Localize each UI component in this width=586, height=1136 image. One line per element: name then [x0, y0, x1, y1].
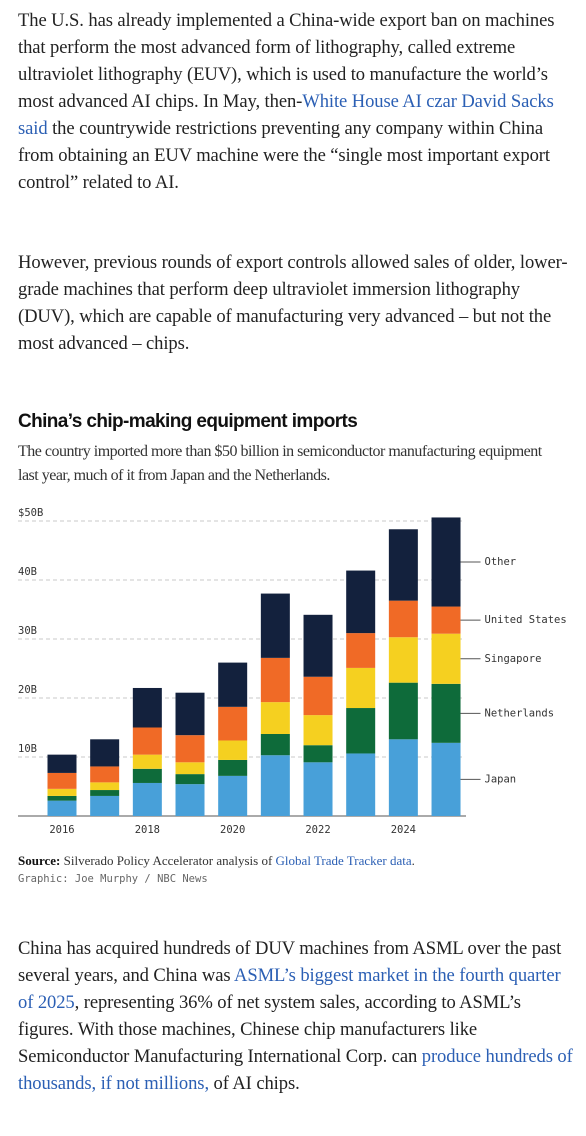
text: The U.S. has already implemented a China…	[18, 10, 555, 112]
bar-segment	[431, 606, 461, 634]
source-end: .	[411, 853, 415, 868]
bar-segment	[388, 600, 418, 638]
bar-segment	[90, 766, 120, 783]
bar-segment	[260, 702, 290, 734]
bar-segment	[431, 517, 461, 607]
x-tick-label: 2024	[391, 824, 416, 836]
source-link[interactable]: Global Trade Tracker data	[275, 853, 412, 868]
bar-segment	[303, 715, 333, 746]
bar-segment	[346, 667, 376, 709]
bar-segment	[303, 614, 333, 677]
bar-segment	[388, 637, 418, 683]
bar-segment	[47, 754, 77, 773]
bar-segment	[47, 800, 77, 816]
source-text: Silverado Policy Accelerator analysis of	[63, 853, 273, 868]
y-tick-label: $50B	[18, 507, 43, 519]
bar-segment	[346, 753, 376, 816]
bar-segment	[303, 745, 333, 763]
x-tick-label: 2020	[220, 824, 245, 836]
y-tick-label: 40B	[18, 566, 37, 578]
bar-segment	[218, 706, 248, 741]
bar-segment	[47, 772, 77, 789]
paragraph: The U.S. has already implemented a China…	[18, 7, 574, 196]
bar-segment	[90, 795, 120, 816]
legend-label: Japan	[485, 773, 517, 785]
source: Source: Silverado Policy Accelerator ana…	[18, 853, 415, 869]
bar-segment	[260, 593, 290, 658]
y-tick-label: 20B	[18, 684, 37, 696]
bar-segment	[175, 784, 205, 816]
bar-segment	[132, 768, 162, 783]
source-label: Source:	[18, 853, 61, 868]
chart-title: China’s chip-making equipment imports	[18, 411, 358, 432]
x-tick-label: 2016	[49, 824, 74, 836]
bar-segment	[388, 529, 418, 601]
bar-segment	[132, 754, 162, 769]
bar-segment	[260, 733, 290, 756]
text: , representing 36% of net system sales, …	[18, 992, 521, 1067]
bar-segment	[218, 759, 248, 776]
bar-segment	[346, 633, 376, 668]
bar-segment	[90, 790, 120, 796]
x-tick-label: 2018	[135, 824, 160, 836]
link[interactable]: White House AI czar David Sacks said	[18, 91, 554, 139]
bar-segment	[346, 570, 376, 634]
chart: 10B 20B 30B 40B $50B 2016 2018 2020 2022 2024 Japa…	[18, 507, 567, 836]
bar-segment	[260, 755, 290, 816]
bar-segment	[90, 739, 120, 767]
bar-segment	[175, 774, 205, 785]
bar-segment	[431, 633, 461, 684]
y-tick-label: 10B	[18, 743, 37, 755]
text: of AI chips.	[209, 1073, 300, 1094]
bar-segment	[175, 692, 205, 736]
bar-segment	[175, 762, 205, 775]
bar-segment	[90, 782, 120, 791]
bar-segment	[132, 782, 162, 816]
bar-segment	[132, 687, 162, 728]
bar-segment	[303, 762, 333, 816]
bar-segment	[132, 727, 162, 755]
legend-label: United States	[485, 614, 567, 626]
bar-segment	[431, 742, 461, 816]
bar-segment	[388, 739, 418, 816]
legend-label: Netherlands	[485, 707, 555, 719]
x-tick-label: 2022	[305, 824, 330, 836]
bar-segment	[431, 683, 461, 743]
legend-label: Singapore	[485, 653, 542, 665]
link[interactable]: ASML’s biggest market in the fourth quar…	[18, 965, 561, 1013]
credit: Graphic: Joe Murphy / NBC News	[18, 873, 208, 885]
bar-segment	[303, 676, 333, 716]
text: China has acquired hundreds of DUV machi…	[18, 938, 562, 986]
bar-segment	[218, 740, 248, 760]
bar-segment	[218, 662, 248, 707]
bar-segment	[47, 795, 77, 801]
text: the countrywide restrictions preventing …	[18, 118, 550, 193]
link[interactable]: produce hundreds of thousands, if not mi…	[18, 1046, 573, 1094]
bar-segment	[346, 708, 376, 754]
y-tick-label: 30B	[18, 625, 37, 637]
paragraph: However, previous rounds of export contr…	[18, 249, 574, 357]
bar-segment	[47, 788, 77, 796]
bar-segment	[260, 657, 290, 703]
legend-label: Other	[485, 556, 517, 568]
bar-segment	[218, 775, 248, 816]
text: However, previous rounds of export contr…	[18, 252, 568, 354]
paragraph: China has acquired hundreds of DUV machi…	[18, 935, 574, 1097]
bar-segment	[388, 682, 418, 740]
bar-segment	[175, 735, 205, 763]
chart-subtitle: The country imported more than $50 billi…	[18, 443, 542, 484]
